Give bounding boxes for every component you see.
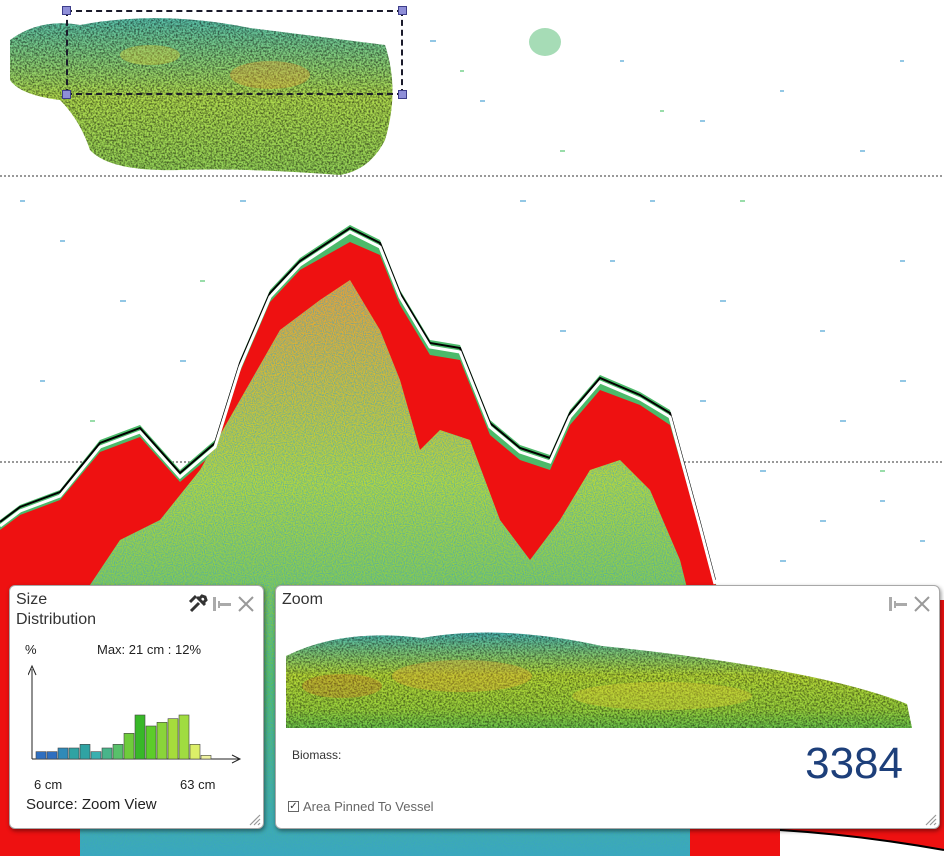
histogram-bar <box>101 747 113 760</box>
percent-axis-label: % <box>25 642 37 657</box>
histogram-bar <box>145 725 157 760</box>
zoom-selection-box[interactable] <box>62 6 407 99</box>
histogram-bar <box>134 714 146 760</box>
panel-buttons <box>187 593 257 615</box>
histogram-bar <box>200 755 212 760</box>
histogram-bar <box>57 747 69 760</box>
histogram-bar <box>112 744 124 760</box>
histogram-bar <box>79 744 91 760</box>
panel-title: Size Distribution <box>16 591 97 628</box>
wrench-icon[interactable] <box>187 593 209 615</box>
histogram-bar <box>46 751 58 760</box>
resize-grip-icon[interactable] <box>923 812 937 826</box>
biomass-label: Biomass: <box>292 748 342 762</box>
histogram-bar <box>167 718 179 760</box>
resize-handle-bottom-right[interactable] <box>398 90 407 99</box>
biomass-value: 3384 <box>805 739 903 788</box>
histogram-bar <box>90 751 102 760</box>
resize-handle-bottom-left[interactable] <box>62 90 71 99</box>
histogram-bar <box>68 747 80 760</box>
max-length-label: 63 cm <box>180 777 216 792</box>
zoom-echogram <box>286 632 912 728</box>
close-icon[interactable] <box>235 593 257 615</box>
close-icon[interactable] <box>911 593 933 615</box>
histogram-bar <box>123 733 135 760</box>
size-distribution-panel[interactable]: Size Distribution % Max: 21 cm : 12% 6 c… <box>9 585 264 829</box>
resize-grip-icon[interactable] <box>247 812 261 826</box>
panel-title: Zoom <box>282 591 323 608</box>
size-histogram <box>28 664 242 764</box>
zoom-panel[interactable]: Zoom Biomass: 3384 ✓ Area Pinned To Vess… <box>275 585 940 829</box>
histogram-bar <box>178 714 190 760</box>
pin-icon[interactable] <box>211 593 233 615</box>
histogram-bar <box>156 722 168 760</box>
max-label: Max: 21 cm : 12% <box>97 642 202 657</box>
min-length-label: 6 cm <box>34 777 63 792</box>
histogram-bar <box>35 751 47 760</box>
area-pinned-checkbox[interactable]: ✓ <box>288 801 299 812</box>
fish-school <box>10 18 393 175</box>
area-pinned-option[interactable]: ✓ Area Pinned To Vessel <box>288 799 434 814</box>
source-label: Source: Zoom View <box>26 796 157 813</box>
panel-buttons <box>887 593 933 615</box>
resize-handle-top-left[interactable] <box>62 6 71 15</box>
area-pinned-label: Area Pinned To Vessel <box>303 799 434 814</box>
histogram-bar <box>189 744 201 760</box>
scatter-echoes <box>20 40 925 562</box>
pin-icon[interactable] <box>887 593 909 615</box>
resize-handle-top-right[interactable] <box>398 6 407 15</box>
